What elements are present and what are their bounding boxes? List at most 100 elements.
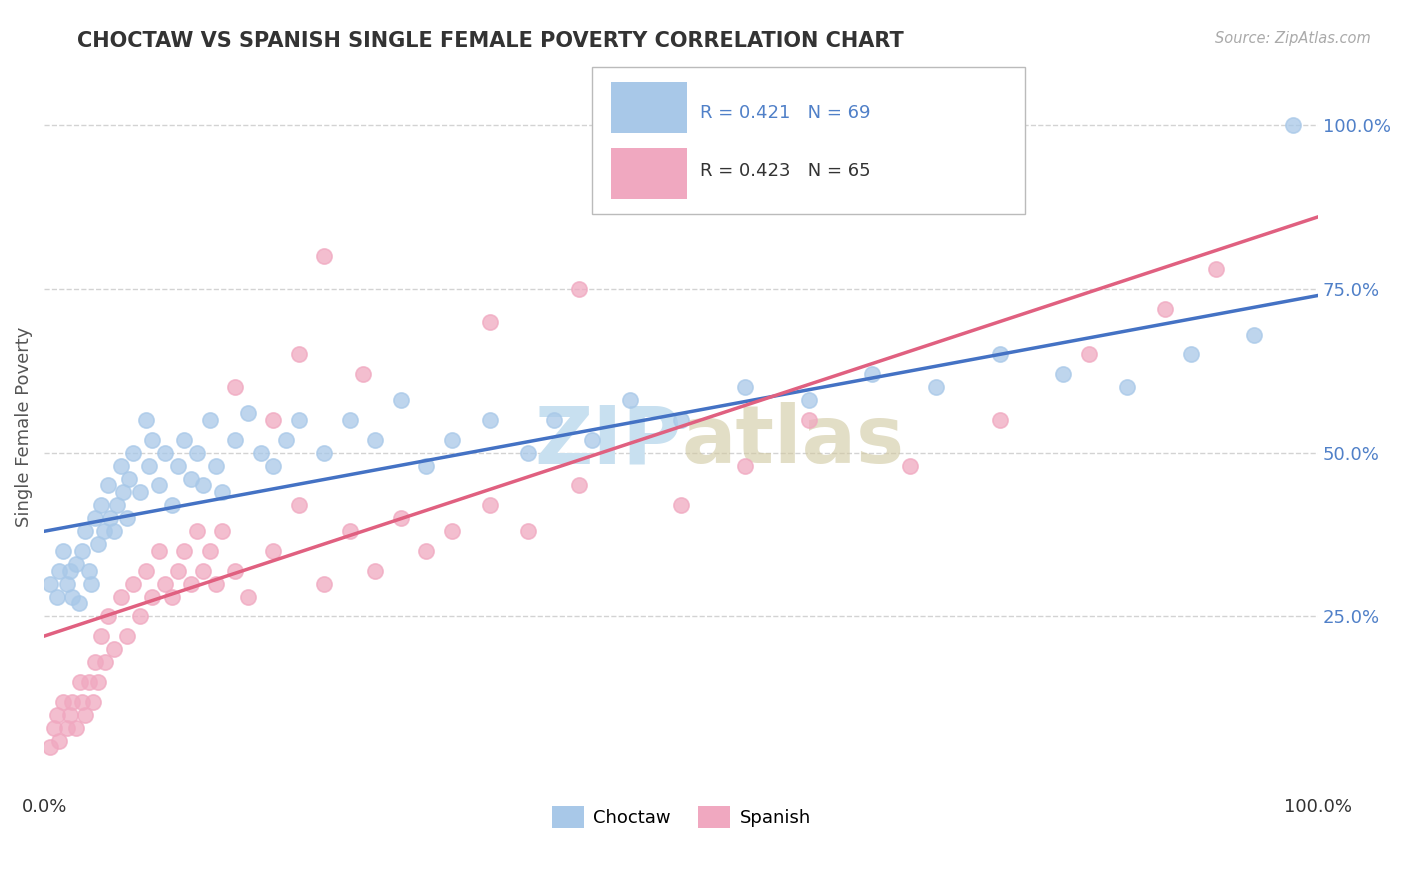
Point [122, 576, 145, 591]
Point [52, 544, 75, 558]
Point [193, 478, 215, 492]
Point [173, 544, 195, 558]
Point [180, 472, 202, 486]
Point [103, 524, 125, 539]
Point [122, 445, 145, 459]
Point [72, 695, 94, 709]
Point [211, 524, 233, 539]
Point [82, 695, 104, 709]
Point [415, 458, 437, 473]
Point [415, 544, 437, 558]
Point [52, 695, 75, 709]
Point [364, 433, 387, 447]
Point [112, 485, 135, 500]
Point [153, 445, 176, 459]
Point [48, 564, 70, 578]
Point [619, 393, 641, 408]
Point [198, 544, 221, 558]
Point [988, 347, 1011, 361]
Point [69, 675, 91, 690]
Point [389, 393, 412, 408]
Point [39, 576, 62, 591]
Point [479, 498, 502, 512]
Point [925, 380, 948, 394]
Point [128, 485, 150, 500]
Point [77, 675, 100, 690]
Point [60, 695, 83, 709]
Point [1180, 347, 1202, 361]
Point [1116, 380, 1139, 394]
Point [479, 413, 502, 427]
Point [167, 458, 190, 473]
Point [193, 564, 215, 578]
Point [45, 590, 67, 604]
Point [262, 544, 284, 558]
Point [669, 498, 692, 512]
Legend: Choctaw, Spanish: Choctaw, Spanish [544, 799, 818, 836]
Point [73, 707, 96, 722]
Point [1077, 347, 1099, 361]
Text: R = 0.423   N = 65: R = 0.423 N = 65 [700, 162, 870, 180]
Point [86, 675, 108, 690]
Text: ZIP: ZIP [534, 402, 681, 480]
Point [440, 433, 463, 447]
Point [135, 564, 157, 578]
Point [58, 707, 80, 722]
Point [288, 498, 311, 512]
Point [276, 433, 298, 447]
Point [94, 656, 117, 670]
Point [900, 458, 922, 473]
Point [352, 367, 374, 381]
Point [797, 393, 820, 408]
Point [48, 734, 70, 748]
Point [138, 458, 160, 473]
Point [198, 413, 221, 427]
Point [173, 433, 195, 447]
Point [568, 478, 591, 492]
FancyBboxPatch shape [592, 67, 1025, 214]
Point [67, 596, 90, 610]
Point [224, 380, 246, 394]
Point [517, 524, 540, 539]
Point [135, 413, 157, 427]
Point [224, 433, 246, 447]
Point [128, 609, 150, 624]
Point [568, 282, 591, 296]
Point [90, 498, 112, 512]
Point [73, 524, 96, 539]
Point [1281, 118, 1303, 132]
Point [65, 557, 87, 571]
Point [734, 458, 756, 473]
Point [262, 458, 284, 473]
Point [224, 564, 246, 578]
Point [110, 458, 132, 473]
Point [80, 576, 103, 591]
Point [517, 445, 540, 459]
Point [186, 524, 208, 539]
Point [314, 249, 336, 263]
Point [1154, 301, 1177, 316]
Point [103, 642, 125, 657]
Point [44, 721, 66, 735]
Point [797, 413, 820, 427]
Point [236, 590, 259, 604]
Point [186, 445, 208, 459]
Point [860, 367, 883, 381]
Point [115, 629, 138, 643]
Point [205, 576, 228, 591]
Point [148, 544, 170, 558]
Point [86, 537, 108, 551]
Point [581, 433, 603, 447]
Y-axis label: Single Female Poverty: Single Female Poverty [15, 326, 32, 526]
Point [1243, 327, 1265, 342]
Point [141, 433, 163, 447]
Point [160, 498, 183, 512]
Point [148, 478, 170, 492]
Point [56, 721, 79, 735]
Point [180, 576, 202, 591]
Point [314, 576, 336, 591]
Point [249, 445, 271, 459]
Point [115, 511, 138, 525]
Point [288, 347, 311, 361]
Point [97, 609, 120, 624]
